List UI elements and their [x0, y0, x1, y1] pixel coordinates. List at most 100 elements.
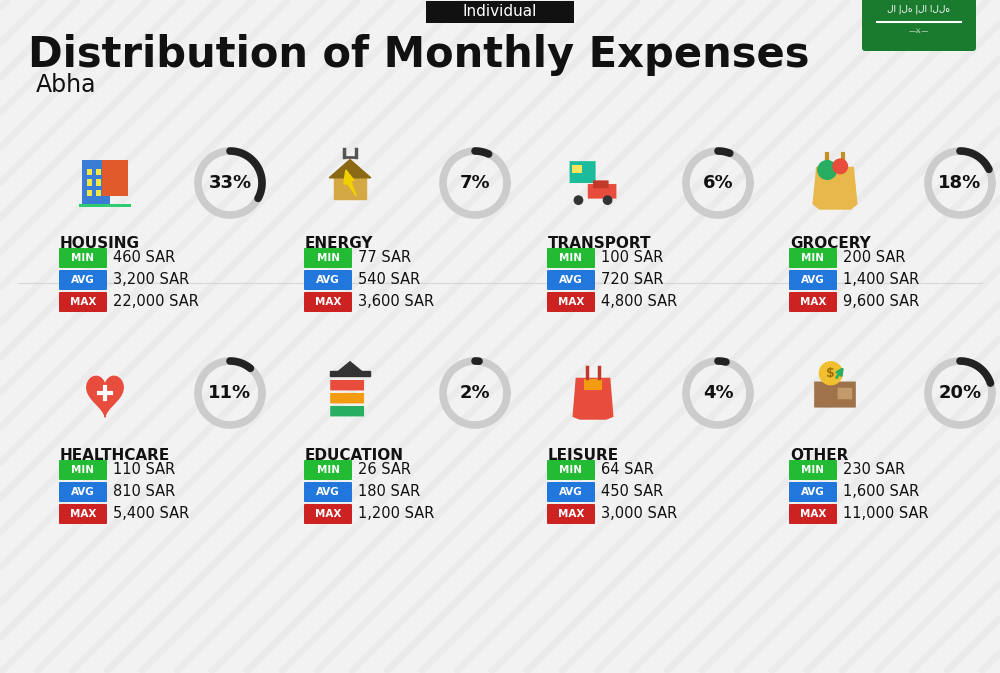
Polygon shape — [334, 178, 366, 199]
Polygon shape — [330, 371, 370, 376]
Polygon shape — [339, 362, 361, 371]
FancyBboxPatch shape — [87, 169, 92, 175]
Text: 18%: 18% — [938, 174, 982, 192]
Text: 810 SAR: 810 SAR — [113, 485, 175, 499]
FancyBboxPatch shape — [59, 460, 107, 480]
Text: AVG: AVG — [71, 487, 95, 497]
Text: 200 SAR: 200 SAR — [843, 250, 906, 266]
FancyBboxPatch shape — [304, 292, 352, 312]
Text: AVG: AVG — [316, 275, 340, 285]
Text: 64 SAR: 64 SAR — [601, 462, 654, 478]
Text: 100 SAR: 100 SAR — [601, 250, 663, 266]
Text: MAX: MAX — [800, 297, 826, 307]
Text: MAX: MAX — [800, 509, 826, 519]
Text: AVG: AVG — [801, 487, 825, 497]
FancyBboxPatch shape — [789, 248, 837, 268]
FancyBboxPatch shape — [570, 161, 596, 183]
Text: TRANSPORT: TRANSPORT — [548, 236, 652, 250]
Text: 22,000 SAR: 22,000 SAR — [113, 295, 199, 310]
FancyBboxPatch shape — [330, 393, 364, 403]
Text: 3,600 SAR: 3,600 SAR — [358, 295, 434, 310]
Text: 230 SAR: 230 SAR — [843, 462, 905, 478]
Text: 3,200 SAR: 3,200 SAR — [113, 273, 189, 287]
Text: 11%: 11% — [208, 384, 252, 402]
Text: 180 SAR: 180 SAR — [358, 485, 420, 499]
Text: MAX: MAX — [315, 297, 341, 307]
Text: LEISURE: LEISURE — [548, 448, 619, 462]
FancyBboxPatch shape — [588, 184, 616, 199]
Text: MAX: MAX — [70, 297, 96, 307]
Text: 20%: 20% — [938, 384, 982, 402]
Polygon shape — [87, 376, 123, 417]
Circle shape — [819, 362, 842, 385]
Text: 1,400 SAR: 1,400 SAR — [843, 273, 919, 287]
Text: 110 SAR: 110 SAR — [113, 462, 175, 478]
Text: MAX: MAX — [315, 509, 341, 519]
Text: MAX: MAX — [70, 509, 96, 519]
FancyBboxPatch shape — [789, 292, 837, 312]
Text: HEALTHCARE: HEALTHCARE — [60, 448, 170, 462]
Text: ENERGY: ENERGY — [305, 236, 374, 250]
FancyBboxPatch shape — [59, 504, 107, 524]
FancyBboxPatch shape — [59, 292, 107, 312]
Text: OTHER: OTHER — [790, 448, 848, 462]
FancyBboxPatch shape — [789, 504, 837, 524]
Text: Individual: Individual — [463, 5, 537, 20]
FancyBboxPatch shape — [547, 460, 595, 480]
Text: Distribution of Monthly Expenses: Distribution of Monthly Expenses — [28, 34, 810, 76]
Text: 33%: 33% — [208, 174, 252, 192]
FancyBboxPatch shape — [426, 1, 574, 23]
FancyBboxPatch shape — [87, 190, 92, 196]
Text: MIN: MIN — [316, 253, 340, 263]
FancyBboxPatch shape — [547, 292, 595, 312]
Text: AVG: AVG — [801, 275, 825, 285]
FancyBboxPatch shape — [304, 248, 352, 268]
FancyBboxPatch shape — [572, 165, 582, 172]
Text: MAX: MAX — [558, 509, 584, 519]
Text: MIN: MIN — [72, 465, 94, 475]
Polygon shape — [344, 170, 356, 196]
Text: GROCERY: GROCERY — [790, 236, 871, 250]
Text: 540 SAR: 540 SAR — [358, 273, 420, 287]
Text: 7%: 7% — [460, 174, 490, 192]
FancyBboxPatch shape — [79, 205, 131, 207]
FancyBboxPatch shape — [96, 180, 101, 186]
Text: MIN: MIN — [560, 465, 582, 475]
Text: Abha: Abha — [36, 73, 96, 97]
FancyBboxPatch shape — [330, 380, 364, 390]
Text: 3,000 SAR: 3,000 SAR — [601, 507, 677, 522]
Text: AVG: AVG — [559, 487, 583, 497]
Text: 2%: 2% — [460, 384, 490, 402]
Text: MIN: MIN — [316, 465, 340, 475]
FancyBboxPatch shape — [547, 270, 595, 290]
Polygon shape — [329, 160, 371, 178]
Text: لا إله إلا الله: لا إله إلا الله — [887, 5, 951, 14]
Text: 1,600 SAR: 1,600 SAR — [843, 485, 919, 499]
FancyBboxPatch shape — [593, 180, 609, 188]
Text: AVG: AVG — [559, 275, 583, 285]
FancyBboxPatch shape — [330, 406, 364, 417]
Text: AVG: AVG — [316, 487, 340, 497]
FancyBboxPatch shape — [789, 482, 837, 502]
Text: 6%: 6% — [703, 174, 733, 192]
Text: HOUSING: HOUSING — [60, 236, 140, 250]
Text: MIN: MIN — [802, 465, 824, 475]
Text: 9,600 SAR: 9,600 SAR — [843, 295, 919, 310]
FancyBboxPatch shape — [304, 482, 352, 502]
FancyBboxPatch shape — [814, 382, 856, 408]
FancyBboxPatch shape — [96, 169, 101, 175]
FancyBboxPatch shape — [838, 388, 852, 399]
Text: 460 SAR: 460 SAR — [113, 250, 175, 266]
FancyBboxPatch shape — [96, 190, 101, 196]
Polygon shape — [813, 168, 857, 209]
FancyBboxPatch shape — [789, 460, 837, 480]
FancyBboxPatch shape — [547, 504, 595, 524]
Text: $: $ — [826, 367, 835, 380]
Circle shape — [603, 196, 612, 205]
Text: 1,200 SAR: 1,200 SAR — [358, 507, 434, 522]
FancyBboxPatch shape — [59, 270, 107, 290]
FancyBboxPatch shape — [547, 482, 595, 502]
FancyBboxPatch shape — [304, 270, 352, 290]
FancyBboxPatch shape — [547, 248, 595, 268]
Text: MIN: MIN — [72, 253, 94, 263]
